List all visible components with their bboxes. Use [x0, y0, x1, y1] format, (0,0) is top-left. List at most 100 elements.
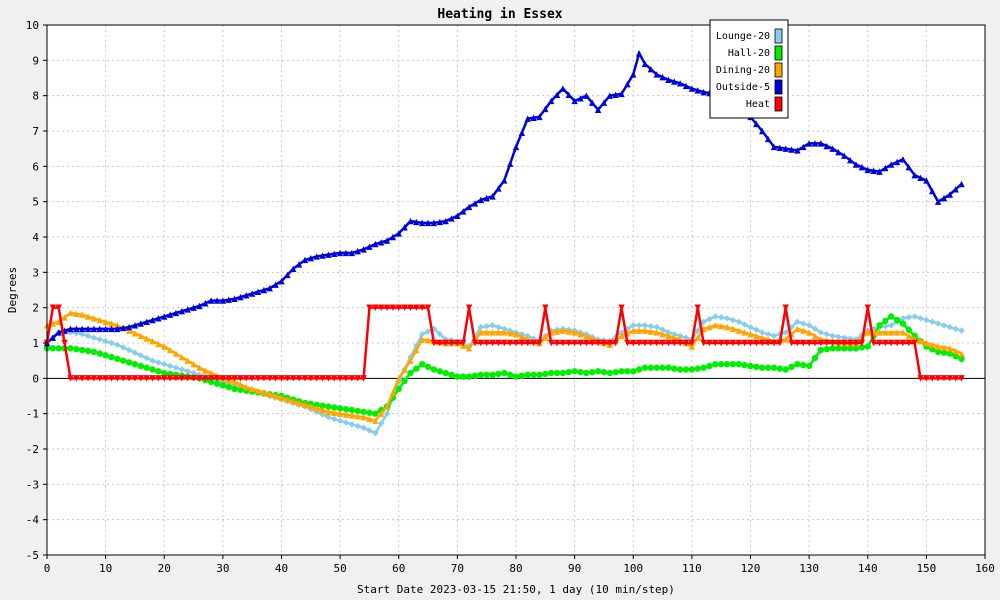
data-point — [489, 371, 496, 378]
data-point — [149, 375, 156, 382]
data-point — [354, 422, 361, 430]
data-point — [542, 370, 549, 378]
data-point — [307, 375, 315, 382]
data-point — [336, 405, 344, 412]
y-axis-ticks: -5 -4 -3 -2 -1 0 1 2 3 4 5 6 7 8 9 10 — [26, 19, 47, 562]
x-tick-label: 70 — [451, 562, 464, 575]
data-point — [260, 389, 268, 396]
data-point — [61, 314, 68, 321]
data-point — [219, 297, 227, 304]
data-point — [905, 326, 912, 333]
data-point — [108, 375, 115, 382]
data-point — [348, 249, 356, 257]
data-point — [348, 406, 356, 414]
data-point — [735, 318, 742, 325]
data-point — [600, 368, 608, 376]
data-point — [518, 129, 526, 136]
data-point — [553, 328, 561, 335]
data-point — [770, 143, 778, 151]
data-point — [717, 323, 725, 330]
data-point — [612, 339, 619, 347]
data-point — [571, 329, 578, 336]
y-tick-label: 2 — [32, 302, 39, 315]
data-point — [460, 373, 467, 380]
data-point — [946, 323, 954, 331]
data-point — [846, 345, 854, 352]
data-point — [893, 339, 901, 347]
data-point — [477, 196, 485, 204]
data-point — [547, 369, 555, 377]
data-point — [295, 375, 303, 382]
x-tick-label: 0 — [44, 562, 51, 575]
data-point — [78, 325, 86, 333]
y-tick-label: 8 — [32, 90, 39, 103]
data-point — [700, 88, 707, 96]
data-point — [243, 292, 250, 299]
x-tick-label: 150 — [916, 562, 936, 575]
data-point — [395, 304, 402, 311]
data-point — [489, 329, 496, 336]
data-point — [682, 82, 690, 90]
data-point — [694, 365, 701, 372]
data-point — [653, 71, 660, 78]
data-point — [336, 249, 344, 257]
data-point — [155, 359, 162, 366]
data-point — [495, 329, 502, 336]
data-point — [125, 327, 133, 334]
data-point — [78, 375, 86, 382]
data-point — [354, 247, 361, 255]
legend-swatch — [774, 45, 783, 61]
data-point — [354, 407, 361, 415]
data-point — [137, 352, 144, 359]
data-point — [794, 318, 801, 325]
data-point — [137, 375, 144, 382]
data-point — [811, 354, 819, 362]
data-point — [202, 367, 209, 374]
data-point — [641, 364, 649, 371]
x-tick-label: 10 — [99, 562, 112, 575]
data-point — [729, 316, 737, 324]
data-point — [700, 318, 707, 325]
data-point — [747, 362, 754, 370]
data-point — [131, 361, 139, 368]
data-point — [342, 419, 350, 426]
data-point — [166, 375, 174, 382]
data-point — [958, 350, 965, 357]
data-point — [401, 366, 408, 373]
data-point — [911, 339, 918, 347]
data-point — [811, 325, 819, 333]
data-point — [917, 174, 924, 182]
data-point — [506, 371, 514, 378]
data-point — [841, 334, 848, 341]
data-point — [237, 293, 244, 301]
data-point — [67, 345, 74, 352]
data-point — [96, 316, 103, 324]
data-point — [911, 313, 918, 320]
data-point — [202, 300, 209, 307]
data-point — [84, 313, 92, 320]
data-point — [237, 381, 244, 388]
data-point — [254, 387, 262, 394]
data-point — [841, 339, 848, 347]
data-point — [360, 414, 367, 421]
data-point — [782, 336, 789, 343]
data-point — [483, 323, 490, 330]
data-point — [712, 339, 719, 347]
data-point — [55, 304, 62, 311]
data-point — [764, 135, 772, 143]
data-point — [237, 386, 244, 394]
data-point — [688, 343, 696, 350]
y-tick-label: -1 — [26, 408, 39, 421]
data-point — [96, 336, 103, 343]
data-point — [155, 375, 162, 382]
data-point — [612, 368, 619, 376]
data-point — [272, 375, 279, 382]
data-point — [190, 369, 197, 377]
data-point — [501, 329, 508, 336]
data-point — [495, 323, 502, 331]
data-point — [524, 339, 531, 347]
data-point — [882, 323, 889, 330]
data-point — [717, 361, 725, 368]
data-point — [84, 325, 92, 333]
data-point — [577, 368, 584, 376]
